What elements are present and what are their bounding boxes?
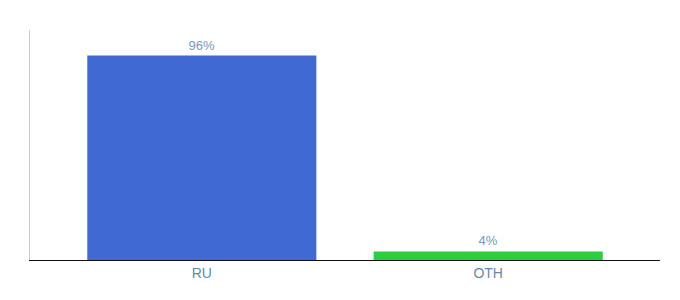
svg-text:RU: RU: [192, 265, 212, 281]
svg-text:OTH: OTH: [473, 265, 503, 281]
svg-text:96%: 96%: [189, 38, 215, 53]
svg-text:4%: 4%: [479, 233, 498, 248]
